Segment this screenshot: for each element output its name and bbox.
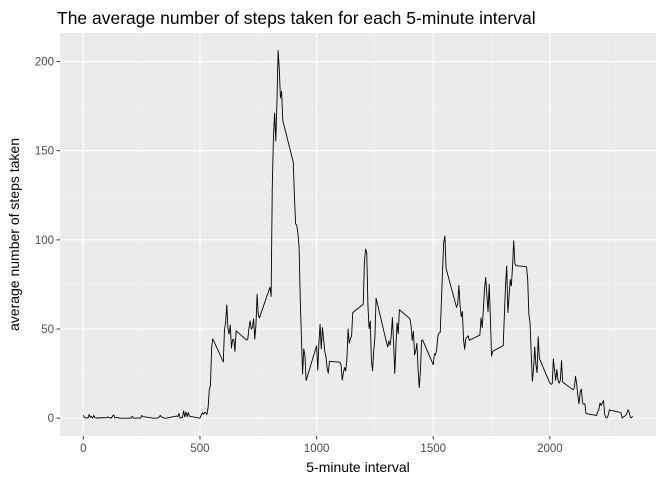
series-layer — [82, 50, 634, 419]
x-tick-label: 1000 — [304, 443, 330, 455]
x-tick-label: 500 — [190, 443, 209, 455]
y-tick-label: 200 — [35, 57, 54, 69]
axes: 0 500 1000 1500 2000 0 50 100 150 200 — [35, 57, 563, 455]
x-tick-label: 2000 — [537, 443, 563, 455]
x-tick-label: 0 — [80, 443, 86, 455]
y-axis-title: average number of steps taken — [6, 138, 22, 331]
y-tick-label: 100 — [35, 235, 54, 247]
chart-title: The average number of steps taken for ea… — [57, 8, 536, 28]
series-line — [82, 50, 634, 419]
y-tick-label: 150 — [35, 146, 54, 158]
x-tick-label: 1500 — [420, 443, 446, 455]
x-axis-title: 5-minute interval — [306, 459, 410, 475]
y-tick-label: 0 — [48, 413, 54, 425]
plot-panel — [60, 33, 656, 436]
y-tick-label: 50 — [41, 324, 54, 336]
grid-lines — [60, 33, 656, 436]
